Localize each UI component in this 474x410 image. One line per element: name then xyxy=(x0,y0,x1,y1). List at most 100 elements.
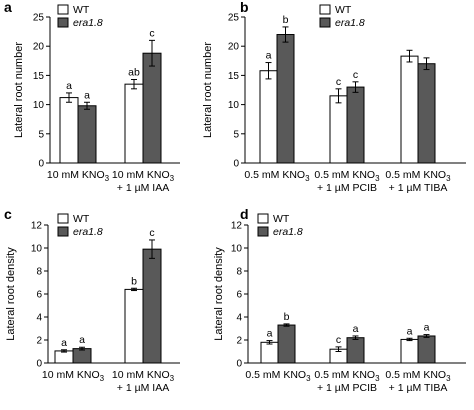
significance-letter: b xyxy=(283,14,289,26)
x-tick-label: 0.5 mM KNO3 xyxy=(385,169,451,183)
significance-letter: b xyxy=(284,311,290,323)
panel-c: c 0 2 4 6 8 10 12 Lateral root density a a 10 mM KN… xyxy=(4,206,180,394)
legend-label-era18: era1.8 xyxy=(335,17,365,29)
y-tick-label: 6 xyxy=(36,290,42,301)
y-tick-label: 5 xyxy=(38,129,44,140)
significance-letter: c xyxy=(149,27,154,39)
y-tick-label: 4 xyxy=(236,313,242,324)
bar-wt xyxy=(329,95,348,164)
bar-era18 xyxy=(77,105,97,164)
x-tick-label-line2: + 1 µM IAA xyxy=(117,182,169,194)
x-tick-label: 0.5 mM KNO3 xyxy=(245,369,311,383)
y-axis-title: Lateral root number xyxy=(13,42,25,138)
x-tick-label-line2: + 1 µM TIBA xyxy=(389,182,448,194)
y-tick-label: 10 xyxy=(31,244,43,255)
x-tick-label: 0.5 mM KNO3 xyxy=(385,369,451,383)
legend-swatch-era18 xyxy=(57,17,69,28)
bar-wt xyxy=(124,83,144,164)
y-tick-label: 0 xyxy=(236,359,242,370)
y-tick-label: 15 xyxy=(228,71,240,82)
significance-letter: c xyxy=(149,227,154,239)
legend-swatch-wt xyxy=(57,4,69,15)
legend-label-wt: WT xyxy=(335,4,352,16)
legend-swatch-wt xyxy=(57,213,69,224)
legend-label-wt: WT xyxy=(273,213,290,225)
y-tick-label: 2 xyxy=(236,336,242,347)
x-tick-label-line2: + 1 µM IAA xyxy=(117,382,169,394)
y-tick-label: 10 xyxy=(33,100,45,111)
legend-label-era18: era1.8 xyxy=(273,226,303,238)
significance-letter: ab xyxy=(128,66,140,78)
y-tick-label: 0 xyxy=(36,359,42,370)
significance-letter: a xyxy=(424,322,430,334)
bar-era18 xyxy=(72,348,92,364)
legend-swatch-wt xyxy=(257,213,269,224)
x-tick-label: 10 mM KNO3 xyxy=(112,169,175,183)
significance-letter: c xyxy=(336,334,341,346)
panel-letter: c xyxy=(4,206,12,222)
y-tick-label: 25 xyxy=(228,13,240,24)
significance-letter: c xyxy=(353,69,358,81)
x-tick-label: 10 mM KNO3 xyxy=(42,369,105,383)
y-tick-label: 4 xyxy=(36,313,42,324)
bar-era18 xyxy=(142,52,162,164)
significance-letter: a xyxy=(61,337,67,349)
y-tick-label: 10 xyxy=(231,244,243,255)
y-tick-label: 5 xyxy=(233,129,239,140)
y-axis-title: Lateral root density xyxy=(213,247,225,341)
legend-label-wt: WT xyxy=(73,213,90,225)
bar-era18 xyxy=(277,324,296,364)
y-tick-label: 2 xyxy=(36,336,42,347)
significance-letter: a xyxy=(353,323,359,335)
significance-letter: a xyxy=(79,334,85,346)
legend-swatch-era18 xyxy=(57,226,69,237)
x-tick-label-line2: + 1 µM PCIB xyxy=(317,182,377,194)
y-tick-label: 15 xyxy=(33,71,45,82)
panel-letter: b xyxy=(240,0,249,15)
legend-swatch-era18 xyxy=(319,17,331,28)
bar-wt xyxy=(400,338,419,364)
bar-wt xyxy=(400,55,419,164)
significance-letter: c xyxy=(336,76,341,88)
significance-letter: a xyxy=(267,328,273,340)
bar-era18 xyxy=(417,63,436,164)
panel-letter: d xyxy=(240,206,249,222)
bar-era18 xyxy=(346,337,365,364)
x-tick-label: 0.5 mM KNO3 xyxy=(314,169,380,183)
y-tick-label: 12 xyxy=(231,221,243,232)
y-tick-label: 10 xyxy=(228,100,240,111)
legend-label-era18: era1.8 xyxy=(73,17,103,29)
bar-wt xyxy=(259,70,278,164)
panel-letter: a xyxy=(4,0,12,15)
bar-era18 xyxy=(276,34,295,164)
x-tick-label: 10 mM KNO3 xyxy=(112,369,175,383)
legend-label-era18: era1.8 xyxy=(73,226,103,238)
significance-letter: a xyxy=(407,325,413,337)
bar-wt xyxy=(124,288,144,364)
bar-wt xyxy=(59,97,79,164)
y-tick-label: 8 xyxy=(236,267,242,278)
x-tick-label-line2: + 1 µM TIBA xyxy=(389,382,448,394)
bar-era18 xyxy=(346,86,365,164)
x-tick-label: 0.5 mM KNO3 xyxy=(314,369,380,383)
y-tick-label: 0 xyxy=(233,159,239,170)
y-tick-label: 0 xyxy=(38,159,44,170)
bar-era18 xyxy=(417,335,436,364)
y-tick-label: 8 xyxy=(36,267,42,278)
y-tick-label: 20 xyxy=(33,42,45,53)
legend-label-wt: WT xyxy=(73,4,90,16)
y-tick-label: 20 xyxy=(228,42,240,53)
x-tick-label: 10 mM KNO3 xyxy=(47,169,110,183)
significance-letter: a xyxy=(84,89,90,101)
significance-letter: b xyxy=(131,275,137,287)
x-tick-label-line2: + 1 µM PCIB xyxy=(317,382,377,394)
x-tick-label: 0.5 mM KNO3 xyxy=(244,169,310,183)
y-tick-label: 6 xyxy=(236,290,242,301)
significance-letter: a xyxy=(66,80,72,92)
legend-swatch-era18 xyxy=(257,226,269,237)
bar-era18 xyxy=(142,248,162,364)
y-tick-label: 12 xyxy=(31,221,43,232)
significance-letter: a xyxy=(266,50,272,62)
